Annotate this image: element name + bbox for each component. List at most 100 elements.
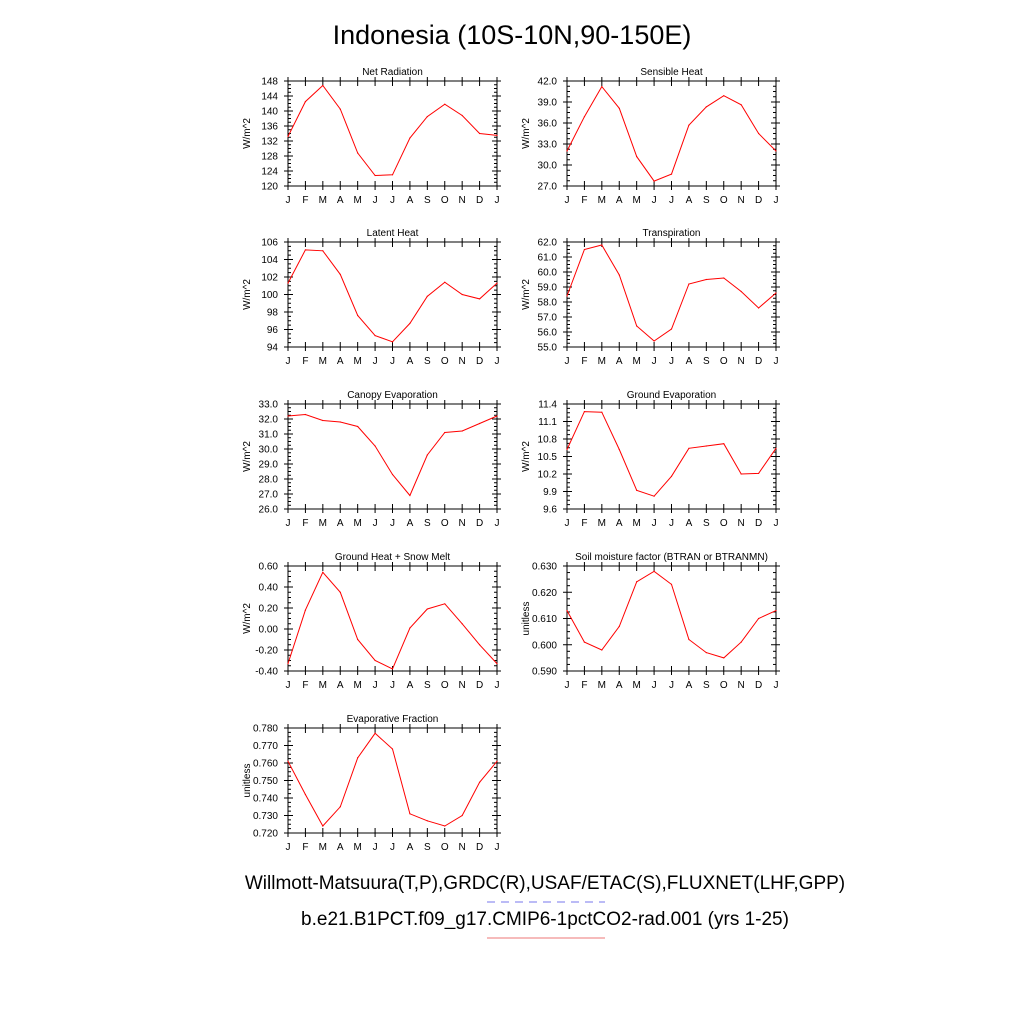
y-tick-label: 0.780 — [253, 724, 278, 735]
legend: Willmott-Matsuura(T,P),GRDC(R),USAF/ETAC… — [245, 873, 845, 939]
data-point — [618, 274, 620, 276]
y-axis-label: W/m^2 — [242, 118, 253, 149]
y-tick-label: 0.60 — [259, 562, 279, 573]
y-tick-label: 0.00 — [259, 625, 279, 636]
data-point — [287, 760, 289, 762]
data-point — [688, 638, 690, 641]
panel-title: Net Radiation — [362, 67, 423, 78]
y-tick-label: 10.5 — [538, 452, 558, 463]
data-point — [670, 583, 673, 585]
data-point — [636, 581, 638, 583]
x-tick-label: J — [565, 356, 570, 367]
x-tick-label: F — [302, 356, 308, 367]
x-tick-label: J — [669, 356, 674, 367]
x-tick-label: O — [441, 195, 449, 206]
data-point — [723, 443, 725, 445]
data-point — [705, 278, 707, 281]
data-point — [322, 250, 324, 252]
data-point — [374, 174, 376, 177]
data-point — [636, 489, 638, 491]
x-tick-label: O — [441, 356, 449, 367]
y-tick-label: 27.0 — [259, 490, 279, 501]
y-tick-label: 106 — [261, 238, 278, 249]
series-line-1 — [287, 571, 498, 670]
x-tick-label: J — [286, 842, 291, 853]
x-tick-label: A — [407, 842, 414, 853]
data-point — [496, 282, 498, 284]
data-point — [426, 454, 428, 456]
data-point — [583, 248, 586, 251]
panel-title: Ground Heat + Snow Melt — [335, 552, 451, 563]
x-tick-label: J — [495, 195, 500, 206]
figure-title: Indonesia (10S-10N,90-150E) — [333, 20, 692, 50]
data-point — [566, 610, 568, 612]
data-point — [653, 180, 655, 182]
x-tick-label: M — [598, 680, 606, 691]
y-tick-label: 11.4 — [538, 400, 557, 411]
y-tick-label: 104 — [261, 255, 278, 266]
data-point — [304, 793, 307, 796]
data-point — [757, 307, 760, 309]
y-tick-label: 60.0 — [538, 268, 558, 279]
data-point — [426, 820, 428, 822]
x-tick-label: F — [581, 195, 587, 206]
x-tick-label: J — [286, 195, 291, 206]
y-axis-label: W/m^2 — [521, 441, 532, 472]
x-tick-label: A — [337, 518, 344, 529]
series-line-1 — [287, 413, 498, 497]
data-point — [409, 494, 411, 497]
x-tick-label: O — [720, 518, 728, 529]
data-point — [304, 249, 307, 251]
data-point — [374, 732, 376, 734]
y-tick-label: 100 — [261, 290, 278, 301]
data-point — [287, 663, 289, 665]
data-point — [601, 649, 603, 651]
y-tick-label: 102 — [261, 273, 278, 284]
x-tick-label: D — [476, 195, 483, 206]
data-point — [339, 806, 341, 808]
data-point — [601, 86, 603, 88]
x-tick-label: A — [407, 195, 414, 206]
y-tick-label: 0.600 — [532, 640, 557, 651]
x-tick-label: N — [459, 680, 466, 691]
x-tick-label: J — [390, 842, 395, 853]
y-tick-label: 62.0 — [538, 238, 558, 249]
x-tick-label: D — [755, 195, 762, 206]
data-point — [357, 757, 359, 759]
data-point — [653, 495, 655, 497]
x-tick-label: M — [632, 680, 640, 691]
x-tick-label: F — [302, 680, 308, 691]
data-point — [670, 328, 673, 330]
data-point — [339, 108, 341, 110]
y-tick-label: 26.0 — [259, 505, 279, 516]
data-point — [461, 293, 463, 296]
data-point — [444, 103, 446, 105]
data-point — [496, 760, 498, 762]
x-tick-label: D — [476, 842, 483, 853]
x-tick-label: J — [565, 195, 570, 206]
x-tick-label: J — [373, 356, 378, 367]
y-tick-label: 0.40 — [259, 583, 279, 594]
x-tick-label: O — [720, 195, 728, 206]
series-line-1 — [566, 411, 777, 497]
x-tick-label: M — [353, 195, 361, 206]
y-tick-label: 0.610 — [532, 614, 557, 625]
x-tick-label: J — [669, 195, 674, 206]
data-point — [566, 295, 568, 297]
x-tick-label: J — [373, 680, 378, 691]
x-tick-label: A — [407, 356, 414, 367]
data-point — [566, 150, 568, 152]
x-tick-label: J — [373, 842, 378, 853]
y-axis-label: W/m^2 — [521, 279, 532, 310]
y-tick-label: 56.0 — [538, 328, 558, 339]
data-point — [583, 116, 586, 118]
x-tick-label: A — [337, 356, 344, 367]
x-tick-label: A — [337, 195, 344, 206]
x-tick-label: M — [319, 842, 327, 853]
x-tick-label: D — [476, 518, 483, 529]
data-point — [357, 152, 359, 154]
series-line-1 — [287, 732, 498, 827]
